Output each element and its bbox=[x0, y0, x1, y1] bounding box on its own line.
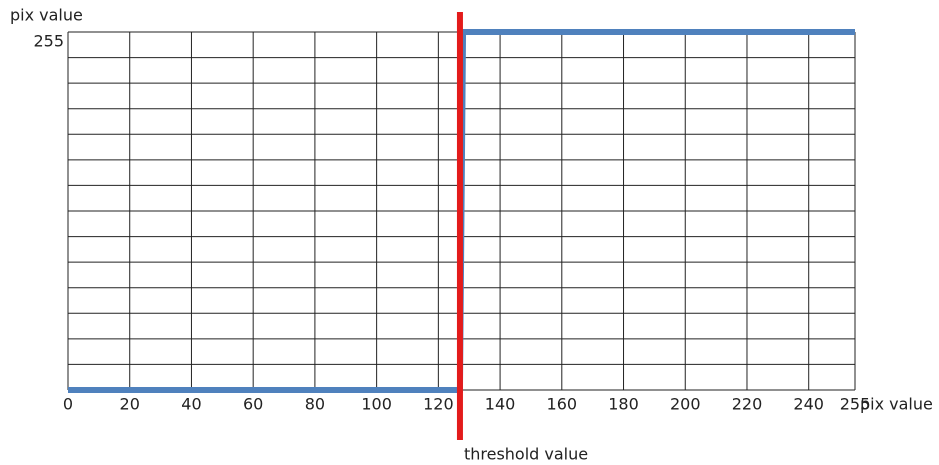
x-tick-label: 200 bbox=[670, 395, 701, 414]
x-tick-label: 40 bbox=[181, 395, 201, 414]
x-tick-label: 60 bbox=[243, 395, 263, 414]
x-tick-label: 0 bbox=[63, 395, 73, 414]
x-tick-label: 20 bbox=[120, 395, 140, 414]
x-tick-label: 120 bbox=[423, 395, 454, 414]
x-tick-label: 140 bbox=[485, 395, 516, 414]
x-tick-label: 180 bbox=[608, 395, 639, 414]
x-tick-label: 160 bbox=[547, 395, 578, 414]
y-tick-label: 255 bbox=[33, 32, 64, 51]
x-tick-label: 220 bbox=[732, 395, 763, 414]
y-axis-label: pix value bbox=[10, 6, 83, 25]
x-axis-label: pix value bbox=[860, 395, 933, 414]
x-tick-label: 255 bbox=[840, 395, 871, 414]
x-tick-label: 240 bbox=[793, 395, 824, 414]
x-tick-label: 100 bbox=[361, 395, 392, 414]
x-tick-label: 80 bbox=[305, 395, 325, 414]
chart: pix value pix value 0 20 40 60 80 100 120 140 16… bbox=[0, 0, 939, 465]
threshold-label: threshold value bbox=[464, 445, 588, 464]
